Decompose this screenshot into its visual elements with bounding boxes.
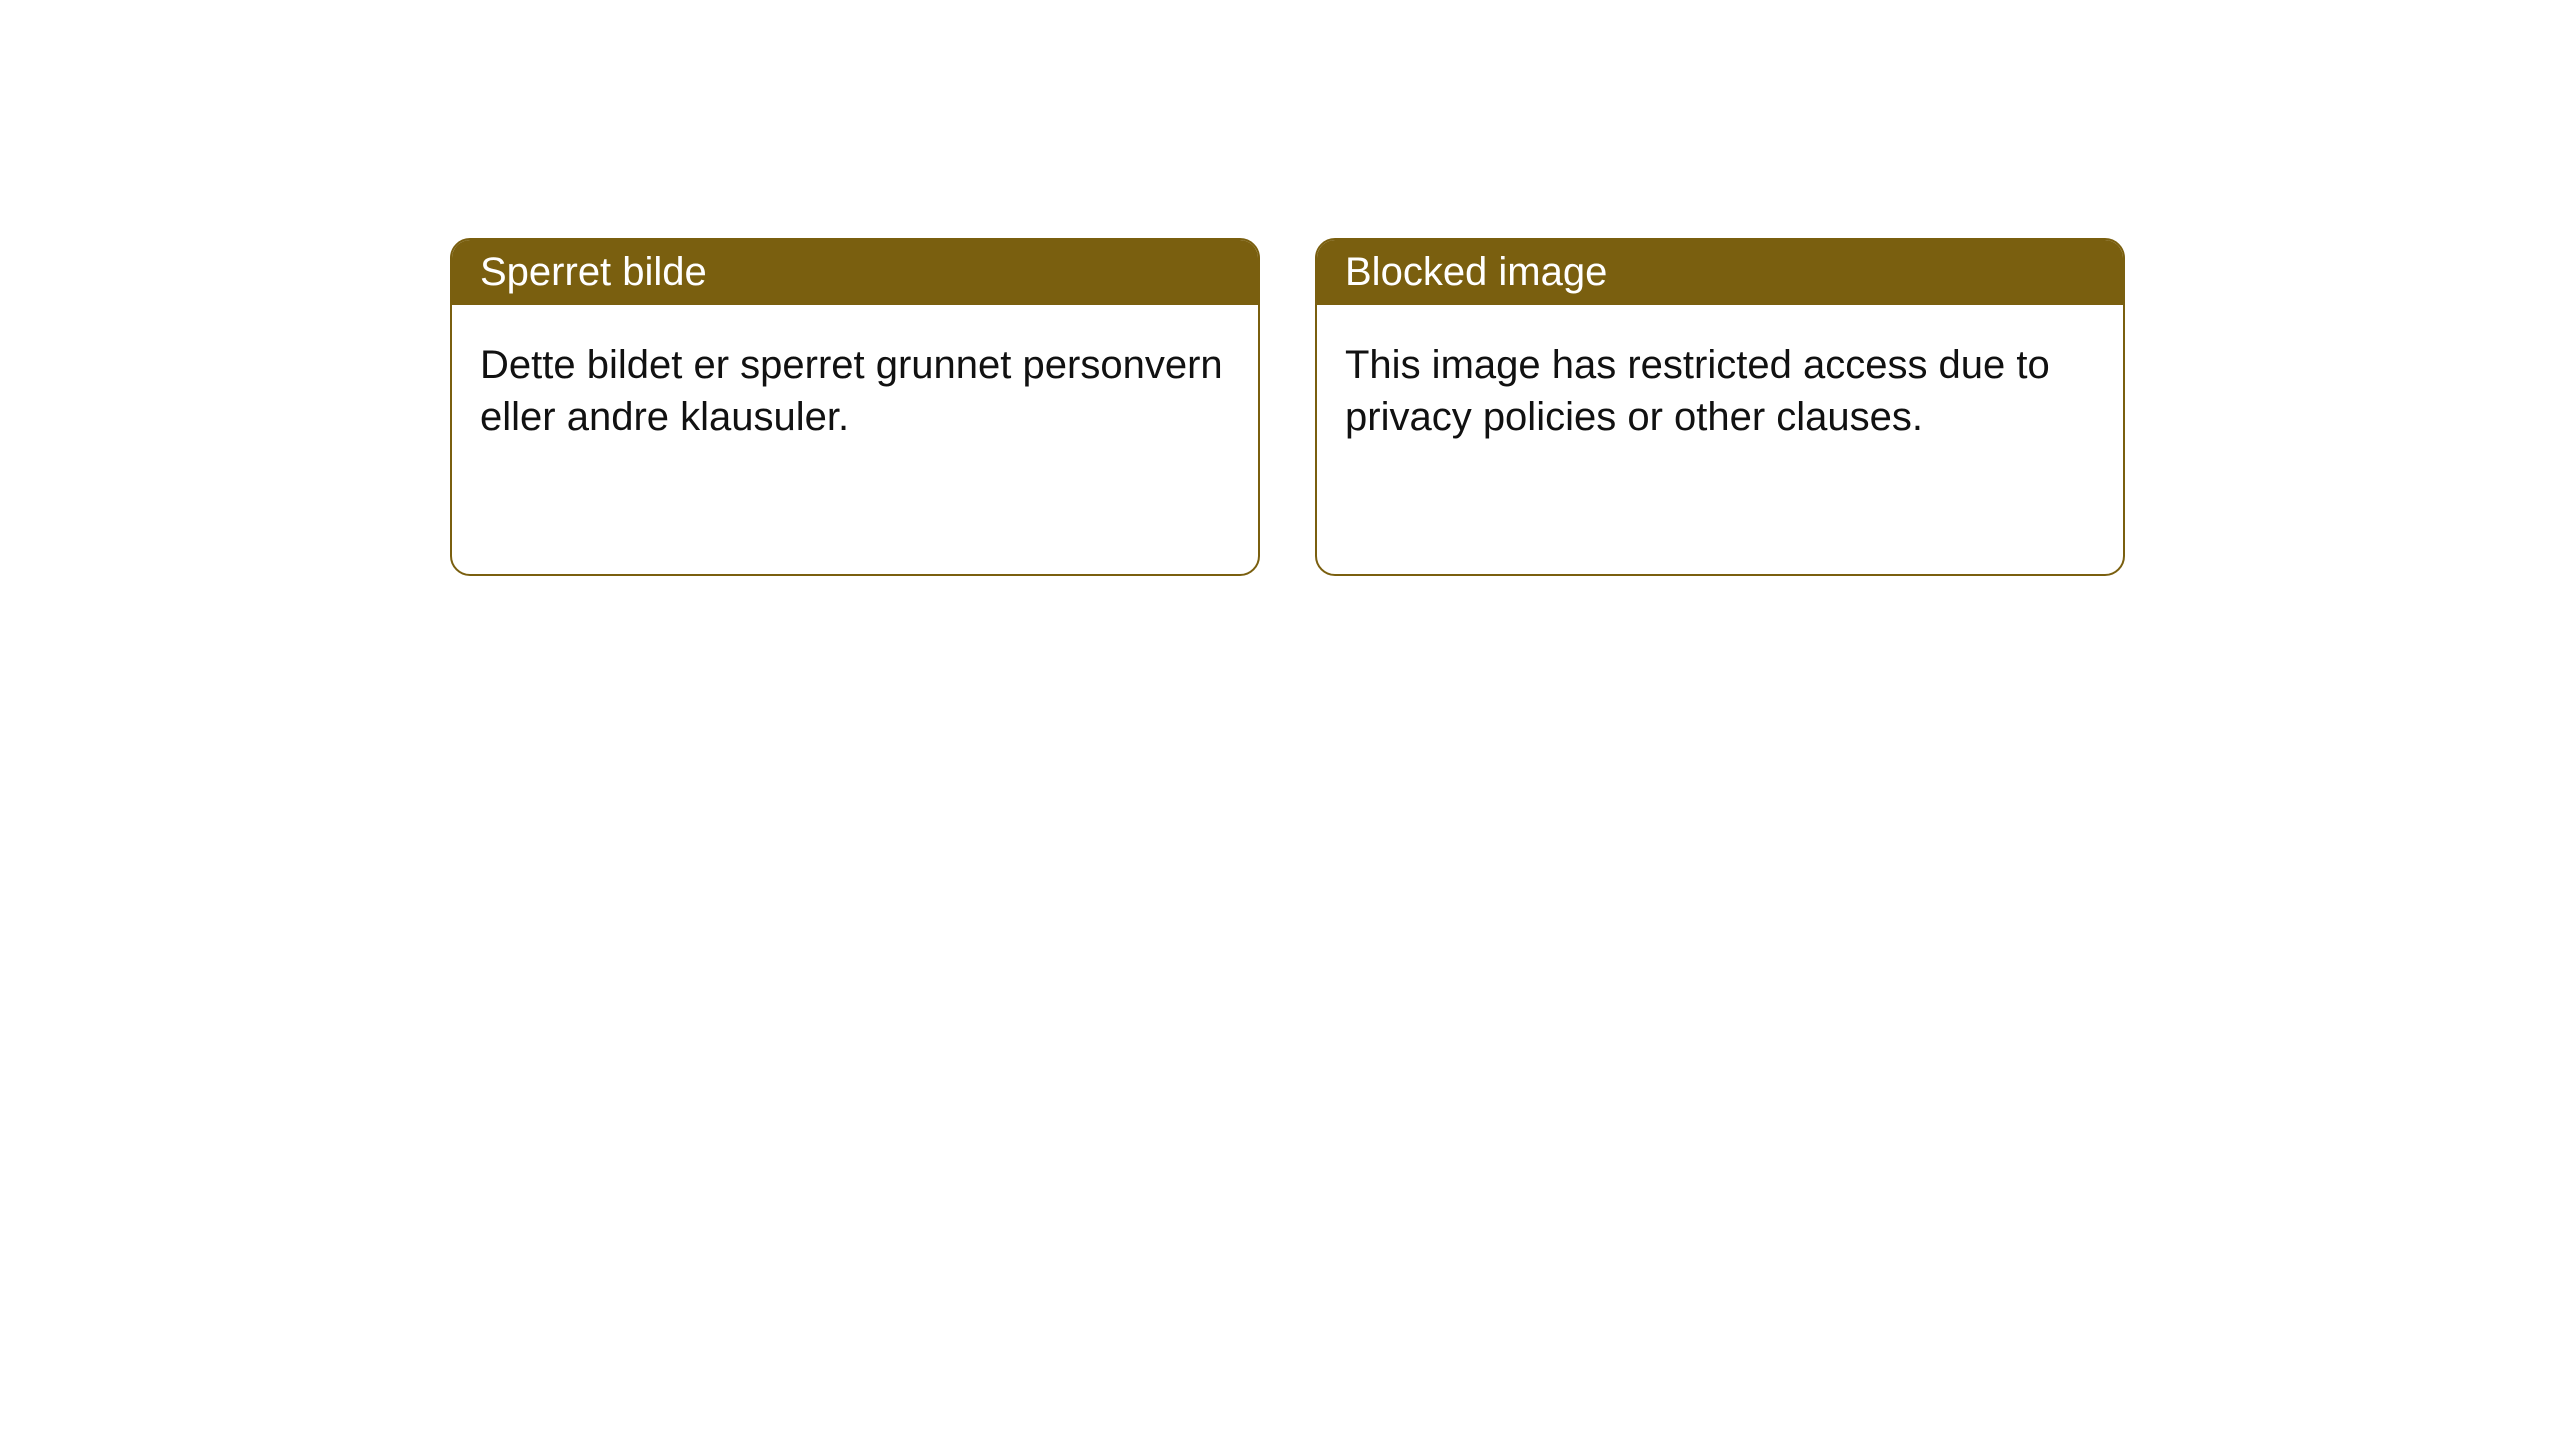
- notice-body: Dette bildet er sperret grunnet personve…: [452, 305, 1258, 477]
- notice-body: This image has restricted access due to …: [1317, 305, 2123, 477]
- notice-card-norwegian: Sperret bilde Dette bildet er sperret gr…: [450, 238, 1260, 576]
- notice-header: Sperret bilde: [452, 240, 1258, 305]
- notice-cards-container: Sperret bilde Dette bildet er sperret gr…: [450, 238, 2125, 576]
- notice-header: Blocked image: [1317, 240, 2123, 305]
- notice-card-english: Blocked image This image has restricted …: [1315, 238, 2125, 576]
